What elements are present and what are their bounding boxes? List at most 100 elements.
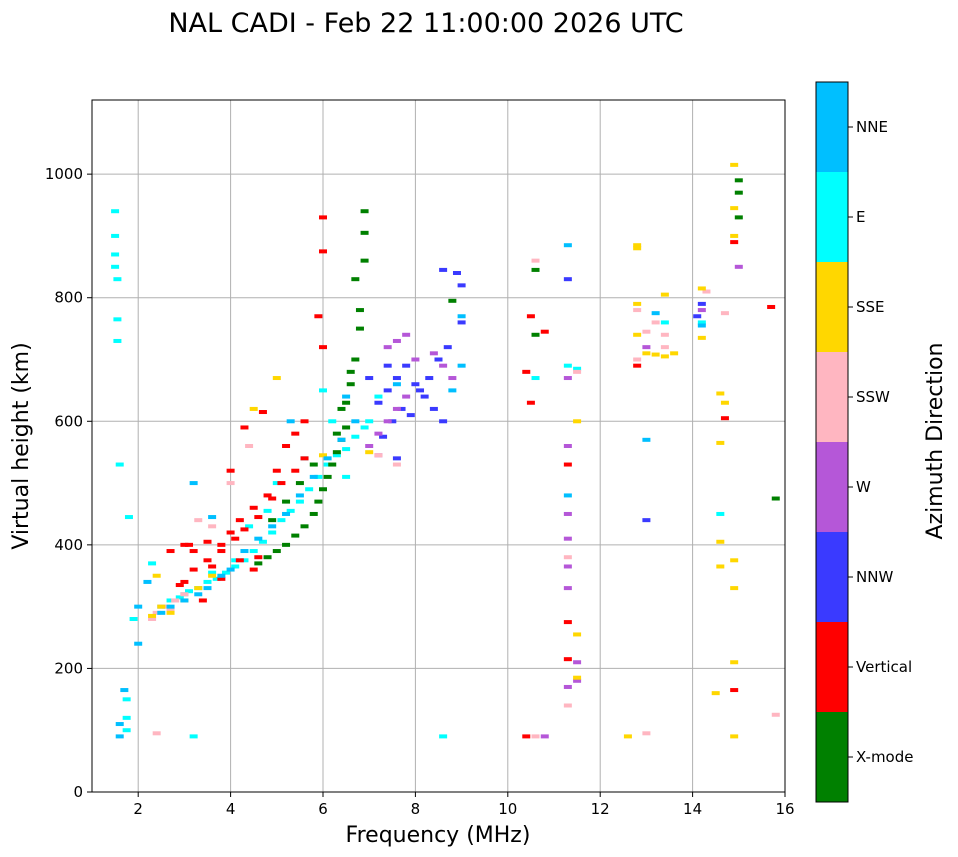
data-point-ssw [660,345,669,350]
data-point-ssw [180,592,189,597]
data-point-ssw [720,311,729,316]
data-point-x-mode [360,209,369,214]
data-point-nne [115,722,124,727]
data-point-sse [249,406,258,411]
data-point-ssw [531,734,540,739]
data-point-nnw [457,320,466,325]
colorbar-tick-label: W [856,478,871,496]
data-point-vertical [208,564,217,569]
data-point-sse [730,734,739,739]
data-point-e [328,419,337,424]
data-point-e [231,564,240,569]
data-point-nne [448,388,457,393]
data-point-e [258,539,267,544]
data-point-ssw [573,369,582,374]
data-point-ssw [148,617,157,621]
data-point-ssw [633,357,642,362]
data-point-ssw [152,731,161,736]
data-point-vertical [319,215,327,220]
data-point-vertical [235,518,244,523]
data-point-x-mode [314,499,323,504]
data-point-vertical [254,555,263,560]
colorbar-segment [816,172,848,262]
data-point-ssw [702,289,711,294]
data-point-w [383,345,392,350]
data-point-nne [323,456,332,461]
colorbar-tick-label: Vertical [856,658,912,676]
data-point-w [439,363,448,368]
data-point-ssw [642,731,651,736]
data-point-vertical [185,542,194,547]
data-point-nne [651,311,660,316]
y-tick-label: 600 [54,412,83,430]
data-point-ssw [563,555,572,560]
colorbar-tick-label: E [856,208,865,226]
data-point-vertical [180,542,189,547]
data-point-vertical [203,539,212,544]
data-point-nne [134,604,143,609]
data-point-nnw [429,406,438,411]
data-point-nne [642,437,651,442]
data-point-sse [633,301,642,306]
data-point-x-mode [355,326,364,331]
data-point-nne [189,481,198,486]
data-point-vertical [226,530,235,535]
data-point-nnw [365,376,374,381]
data-point-e [166,598,175,603]
data-point-e [332,453,341,458]
data-point-sse [633,243,642,248]
data-point-e [342,447,351,452]
data-point-x-mode [342,400,351,405]
data-point-nne [180,598,189,603]
data-point-w [642,345,651,350]
data-point-nne [226,567,235,572]
data-point-w [573,678,582,683]
data-point-vertical [291,468,300,473]
data-point-sse [720,400,729,405]
x-tick-label: 4 [226,800,236,818]
data-point-vertical [319,345,327,350]
data-point-vertical [526,400,535,405]
data-point-sse [623,734,632,739]
data-point-sse [642,351,651,356]
data-point-x-mode [734,190,743,195]
data-point-e [208,570,217,575]
colorbar-segment [816,82,848,172]
data-point-vertical [563,462,572,467]
data-point-vertical [231,536,240,541]
data-point-x-mode [319,487,327,492]
data-point-vertical [189,549,198,554]
data-point-e [360,425,369,430]
colorbar-frame [815,81,849,803]
data-point-e [272,481,281,486]
colorbar-segment [816,712,848,802]
data-point-nne [295,493,304,498]
data-point-x-mode [346,369,355,374]
data-point-x-mode [291,533,300,538]
data-point-x-mode [282,499,291,504]
data-point-nne [166,604,175,609]
data-point-sse [633,246,642,251]
data-point-sse [660,354,669,359]
data-point-w [573,660,582,665]
data-point-sse [730,558,739,563]
data-point-sse [697,335,706,340]
data-point-nnw [383,388,392,393]
data-point-vertical [235,558,244,563]
data-point-ssw [152,610,161,615]
x-tick-label: 16 [775,800,794,818]
data-point-x-mode [254,561,263,566]
data-point-w [402,394,411,399]
data-point-e [305,487,314,492]
data-point-nnw [563,277,572,282]
data-point-nnw [439,267,448,272]
data-point-w [563,564,572,569]
data-point-e [122,728,131,733]
data-point-nnw [693,314,702,319]
y-tick-label: 800 [54,289,83,307]
data-point-e [113,277,122,282]
data-point-nnw [697,301,706,306]
data-point-sse [272,376,281,381]
data-point-x-mode [351,277,360,282]
colorbar-segment [816,622,848,712]
